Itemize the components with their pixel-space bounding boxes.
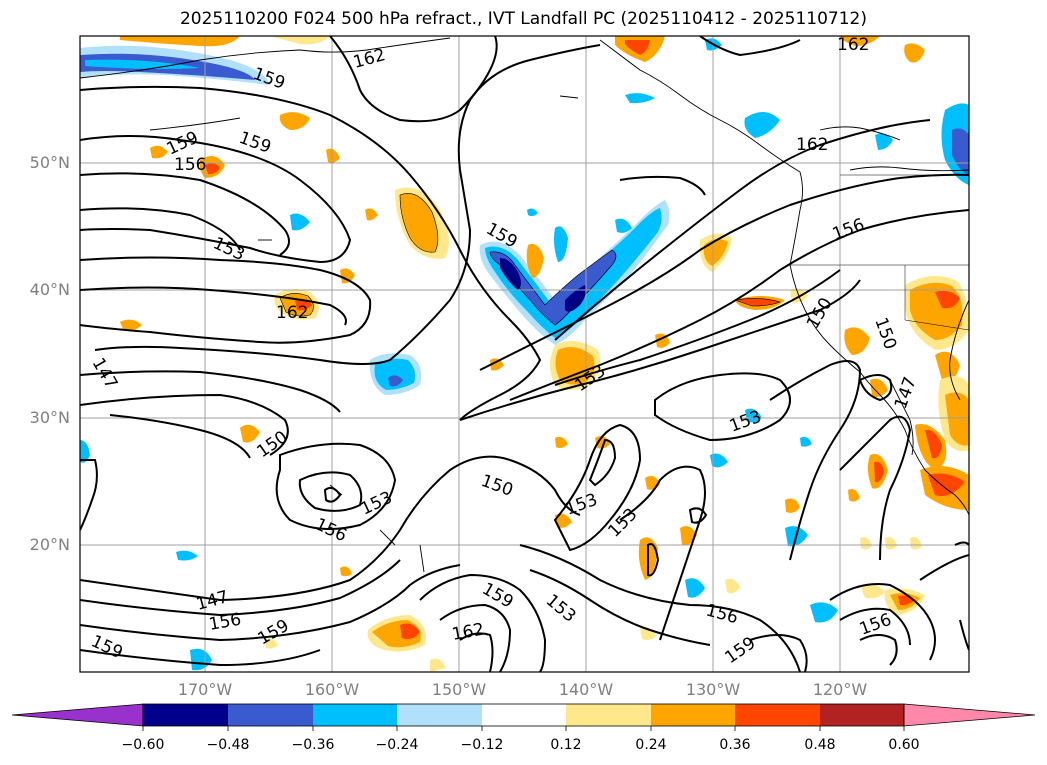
contour-label: 156: [174, 155, 206, 175]
contour-labels-extra: 153 162: [727, 35, 870, 437]
figure-title: 2025110200 F024 500 hPa refract., IVT La…: [179, 9, 867, 29]
map-frame: [79, 35, 970, 673]
lon-label-120w: 120°W: [812, 680, 868, 699]
blob-outlines: [279, 193, 781, 326]
lon-label-160w: 160°W: [304, 680, 360, 699]
lon-label-170w: 170°W: [177, 680, 233, 699]
colorbar-tick: −0.12: [460, 737, 504, 753]
lat-label-40n: 40°N: [29, 280, 70, 299]
colorbar-segment: [735, 704, 820, 726]
colorbar-extend-max: [903, 703, 1036, 727]
contour-label: 162: [276, 303, 308, 323]
colorbar: [11, 703, 1036, 731]
colorbar-tick: −0.48: [206, 737, 250, 753]
lat-label-30n: 30°N: [29, 408, 70, 427]
colorbar-tick: 0.60: [888, 737, 920, 753]
contour-lines: [80, 36, 969, 672]
coastlines: [80, 37, 969, 573]
colorbar-segment: [397, 704, 482, 726]
colorbar-tick: −0.24: [375, 737, 419, 753]
colorbar-tick: −0.60: [121, 737, 165, 753]
colorbar-segment: [228, 704, 313, 726]
colorbar-tick: −0.36: [291, 737, 335, 753]
shaded-anomalies: [80, 36, 969, 672]
colorbar-extend-min: [11, 703, 144, 727]
colorbar-tick: 0.36: [719, 737, 751, 753]
colorbar-segment: [482, 704, 566, 726]
lon-label-150w: 150°W: [431, 680, 487, 699]
map-panel: 159 162 159 156 159 153 159 162 153 147 …: [80, 35, 969, 672]
colorbar-segment: [820, 704, 904, 726]
colorbar-segment: [566, 704, 651, 726]
colorbar-segment: [143, 704, 228, 726]
lat-label-50n: 50°N: [29, 153, 70, 172]
graticule: [80, 36, 969, 672]
lat-label-20n: 20°N: [29, 535, 70, 554]
contour-label: 162: [837, 35, 869, 55]
colorbar-segment: [651, 704, 735, 726]
colorbar-tick: 0.24: [635, 737, 667, 753]
colorbar-tick: 0.48: [804, 737, 836, 753]
contour-label: 162: [796, 135, 828, 155]
lon-label-140w: 140°W: [558, 680, 614, 699]
lon-label-130w: 130°W: [685, 680, 741, 699]
colorbar-tick: 0.12: [550, 737, 582, 753]
colorbar-segment: [313, 704, 397, 726]
